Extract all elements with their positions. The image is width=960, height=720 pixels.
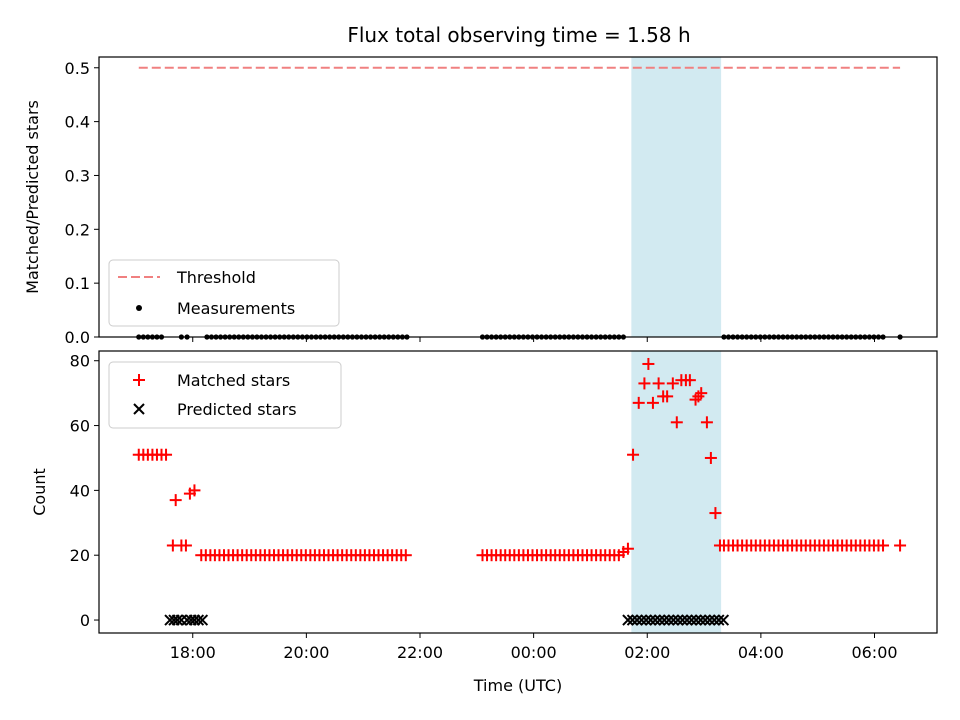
bottom-x-tick-label: 18:00 [170,643,216,662]
predicted-star-point [622,614,634,626]
top-plot: 0.0 0.1 0.2 0.3 0.4 0.5 Matched/Predicted sta… [23,56,938,347]
observing-window-band [631,351,722,633]
bottom-x-tick-label: 00:00 [511,643,557,662]
matched-star-point [638,377,651,390]
top-y-tick-label: 0.2 [65,220,90,239]
matched-star-point [399,549,412,562]
legend-predicted-label: Predicted stars [177,400,297,419]
matched-star-point [621,542,634,555]
legend-threshold-label: Threshold [176,268,256,287]
predicted-star-point [708,614,720,626]
predicted-star-point [717,614,730,626]
predicted-star-point [685,614,698,626]
matched-star-point [683,374,696,387]
legend-measurements-label: Measurements [177,299,295,318]
matched-star-point [700,416,713,429]
bottom-y-tick-label: 20 [70,546,90,565]
observing-window-band [631,57,722,337]
predicted-star-point [676,614,689,626]
predicted-star-point [635,614,648,626]
legend-predicted-swatch [133,403,145,415]
bottom-plot: 0 20 40 60 80 18:00 20:00 22:00 00:00 02:00 04:00… [30,350,938,695]
bottom-y-tick-label: 0 [80,611,90,630]
predicted-star-point [699,614,711,626]
top-y-tick-label: 0.5 [65,59,90,78]
bottom-y-tick-label: 60 [70,417,90,436]
matched-star-point [695,387,708,400]
predicted-star-point [649,614,661,626]
bottom-x-tick-label: 22:00 [397,643,443,662]
matched-star-point [188,484,201,497]
bottom-y-tick-label: 80 [70,352,90,371]
bottom-axes-frame [98,350,938,634]
predicted-star-point [171,614,184,626]
matched-star-point [704,451,717,464]
legend-measurements-swatch [136,305,142,311]
legend-matched-label: Matched stars [177,371,290,390]
bottom-x-tick-label: 04:00 [738,643,784,662]
matched-star-point [661,390,674,403]
predicted-star-point [667,614,680,626]
predicted-star-point [631,614,643,626]
predicted-star-point [681,614,693,626]
matched-star-point [642,357,655,370]
predicted-star-point [704,614,716,626]
predicted-star-point [658,614,671,626]
top-y-tick-label: 0.1 [65,274,90,293]
matched-star-point [179,539,192,552]
matched-star-point [666,377,679,390]
matched-star-point [877,539,890,552]
bottom-x-tick-label: 06:00 [851,643,897,662]
matched-star-point [652,377,665,390]
top-y-axis-label: Matched/Predicted stars [23,100,42,294]
predicted-star-point [690,614,702,626]
bottom-y-axis-label: Count [30,468,49,516]
matched-star-point [169,494,182,507]
bottom-x-tick-label: 20:00 [283,643,329,662]
legend-matched-swatch [133,374,145,386]
matched-star-point [160,448,173,461]
bottom-y-tick-label: 40 [70,481,90,500]
matched-star-point [670,416,683,429]
predicted-star-point [672,614,684,626]
top-legend: Threshold Measurements [108,259,340,327]
chart-title: Flux total observing time = 1.58 h [347,23,690,47]
predicted-star-point [640,614,652,626]
matched-star-point [894,539,907,552]
bottom-legend-box [108,361,342,429]
matched-star-point [646,396,659,409]
top-y-tick-label: 0.4 [65,113,90,132]
predicted-star-point [192,614,205,626]
predicted-star-point [694,614,707,626]
predicted-star-point [654,614,666,626]
predicted-star-point [626,614,639,626]
predicted-star-point [713,614,725,626]
top-y-tick-label: 0.0 [65,328,90,347]
predicted-star-point [196,614,209,626]
top-legend-box [108,259,340,327]
matched-star-point [627,448,640,461]
top-axes-frame [98,56,938,338]
x-axis-label: Time (UTC) [473,676,562,695]
matched-star-point [709,507,722,520]
bottom-legend: Matched stars Predicted stars [108,361,342,429]
predicted-star-point [644,614,657,626]
bottom-x-tick-label: 02:00 [624,643,670,662]
predicted-star-point [663,614,675,626]
matched-star-point [632,396,645,409]
top-y-tick-label: 0.3 [65,166,90,185]
